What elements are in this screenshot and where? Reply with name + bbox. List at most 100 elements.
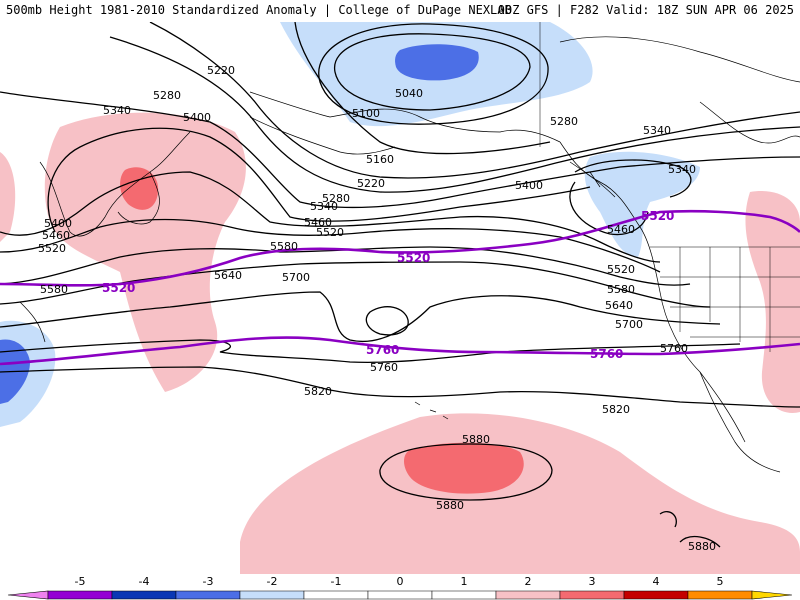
colorbar-swatch [303,590,369,600]
colorbar-swatch [495,590,561,600]
height-contours [0,22,800,548]
contour-label: 5520 [607,263,635,276]
colorbar-tick-label: -1 [331,575,342,588]
contour-5220 [149,22,800,179]
anomaly-negative-coast [584,151,700,257]
colorbar-tick-label: -5 [75,575,86,588]
colorbar-arrow-left [7,590,49,600]
contour-5040 [334,33,531,111]
highlight-contour-5760 [0,336,800,366]
contour-label: 5160 [366,153,394,166]
contour-label: 5520 [38,242,66,255]
political-boundaries [539,22,800,352]
coastline-hudson [699,101,800,144]
contour-label: 5760 [660,342,688,355]
contour-label: 5640 [605,299,633,312]
contour-label: 5640 [214,269,242,282]
contour-label: 5580 [270,240,298,253]
anomaly-positive-subtropical [240,413,800,574]
contour-label: 5580 [40,283,68,296]
contour-5820 [0,366,800,408]
colorbar-swatch [559,590,625,600]
contour-label: 5220 [207,64,235,77]
contour-label: 5280 [550,115,578,128]
contour-label: 5340 [643,124,671,137]
contour-label: 5880 [436,499,464,512]
contour-5460 [0,171,661,263]
contour-label: 5340 [103,104,131,117]
colorbar-arrow-right [751,590,793,600]
boundary-states-grid [660,247,800,352]
anomaly-positive-east [745,191,800,413]
coastline-kamchatka [117,171,160,225]
contour-label: 5880 [688,540,716,553]
contour-label: 5340 [310,200,338,213]
highlight-contour-label: 5520 [641,209,674,223]
colorbar-tick-label: -4 [139,575,150,588]
highlight-contour-5520 [0,209,800,287]
coastline-bc-islands [569,161,616,198]
contour-label: 5700 [282,271,310,284]
colorbar-tick-label: 3 [589,575,596,588]
colorbar-swatch [623,590,689,600]
highlight-contours [0,209,800,366]
colorbar-swatch [431,590,497,600]
coastline-baja [699,371,781,473]
contour-label: 5280 [153,89,181,102]
colorbar-tick-label: -3 [203,575,214,588]
coastline-asia [39,131,191,237]
contour-label: 5880 [462,433,490,446]
highlight-contour-label: 5520 [102,281,135,295]
contour-5880-closed [379,443,553,501]
anomaly-strong-positive-subtropical [404,442,524,494]
contour-5340 [0,91,800,209]
colorbar-tick-label: 4 [653,575,660,588]
contour-label: 5580 [607,283,635,296]
contour-5700 [0,291,721,342]
colorbar-tick-label: 2 [525,575,532,588]
contour-label: 5040 [395,87,423,100]
colorbar-swatch [367,590,433,600]
contour-5700-closed [365,306,409,336]
contour-label: 5760 [370,361,398,374]
coastline-aleutians [249,116,396,155]
anomaly-strong-negative-gulf [395,44,479,81]
contour-label: 5700 [615,318,643,331]
contour-5400-asia [47,127,591,233]
map-title: 500mb Height 1981-2010 Standardized Anom… [6,3,512,17]
coastline-canada [559,141,746,443]
colorbar-tick-label: -2 [267,575,278,588]
contour-label: 5820 [602,403,630,416]
contour-5340-coast [574,159,692,198]
coastlines [19,36,800,473]
coastline-arctic [559,36,800,83]
highlight-contour-label: 5760 [590,347,623,361]
contour-label: 5400 [44,217,72,230]
header: 500mb Height 1981-2010 Standardized Anom… [0,0,800,22]
coastline-japan [19,301,46,343]
contour-label: 5280 [322,192,350,205]
coastline-hawaii [414,401,449,420]
run-valid-time: 00Z GFS | F282 Valid: 18Z SUN APR 06 202… [497,3,794,17]
colorbar-tick-label: 5 [717,575,724,588]
contour-label: 5460 [607,223,635,236]
contour-label: 5820 [304,385,332,398]
colorbar-swatch [175,590,241,600]
colorbar-swatch [47,590,113,600]
contour-label: 5460 [42,229,70,242]
contour-label-group: 5040 5100 5160 5220 5220 5280 5280 5280 … [38,64,716,553]
contour-label: 5340 [668,163,696,176]
weather-map: 5040 5100 5160 5220 5220 5280 5280 5280 … [0,22,800,574]
anomaly-strong-positive [120,167,159,210]
highlight-contour-label: 5760 [366,343,399,357]
contour-5100 [318,23,549,125]
contour-label: 5400 [183,111,211,124]
colorbar-swatch [111,590,177,600]
colorbar-tick-label: 1 [461,575,468,588]
contour-label: 5520 [316,226,344,239]
contour-5160 [294,22,551,155]
highlight-contour-label: 5520 [397,251,430,265]
contour-label: 5400 [515,179,543,192]
colorbar: -5 -4 -3 -2 -1 0 1 2 3 4 5 [0,574,800,600]
contour-5760 [0,339,741,363]
